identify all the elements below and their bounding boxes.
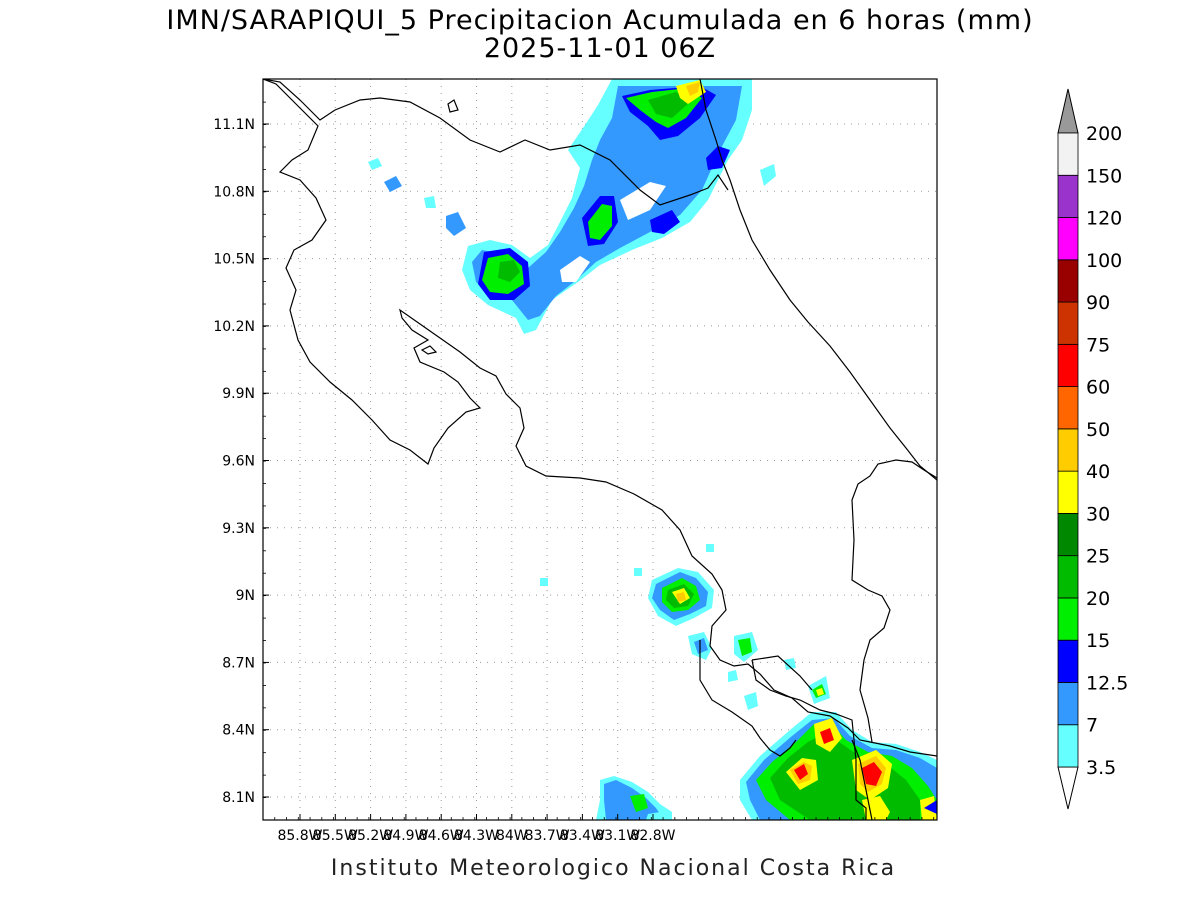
precip-band-north	[368, 79, 776, 334]
map-frame	[262, 78, 938, 821]
golfito-coast	[751, 659, 867, 820]
colorbar-box	[1057, 682, 1079, 726]
lat-tick-label: 10.5N	[213, 252, 255, 268]
colorbar-label: 60	[1086, 377, 1110, 399]
colorbar-box	[1057, 132, 1079, 176]
lat-tick-label: 9.3N	[222, 521, 255, 537]
lat-tick-label: 9.9N	[222, 386, 255, 402]
colorbar-box	[1057, 724, 1079, 768]
lon-tick-label: 85.2W	[348, 828, 393, 844]
colorbar-high-triangle	[1057, 88, 1079, 134]
colorbar-label: 15	[1086, 630, 1110, 652]
lat-tick-label: 8.4N	[222, 723, 255, 739]
colorbar-box	[1057, 259, 1079, 303]
colorbar-label: 3.5	[1086, 757, 1116, 779]
colorbar-box	[1057, 217, 1079, 261]
colorbar-low-triangle	[1057, 766, 1079, 810]
inner-border	[751, 655, 813, 691]
longitude-axis: 85.8W85.5W85.2W84.9W84.6W84.3W84W83.7W83…	[262, 814, 935, 844]
nicaragua-costarica-border	[263, 79, 729, 206]
colorbar-box	[1057, 386, 1079, 430]
lon-tick-label: 83.1W	[595, 828, 640, 844]
lon-tick-label: 84.6W	[419, 828, 464, 844]
lat-tick-label: 11.1N	[213, 117, 255, 133]
map-title: IMN/SARAPIQUI_5 Precipitacion Acumulada …	[166, 5, 1034, 36]
colorbar-label: 40	[1086, 461, 1110, 483]
lat-tick-label: 8.7N	[222, 655, 255, 671]
lon-tick-label: 82.8W	[630, 828, 675, 844]
colorbar-label: 7	[1086, 715, 1098, 737]
precip-cells-south	[596, 658, 937, 820]
lat-tick-label: 9N	[236, 588, 255, 604]
panama-border	[851, 459, 937, 743]
lon-tick-label: 84.3W	[454, 828, 499, 844]
lake-island	[447, 99, 459, 113]
colorbar-label: 30	[1086, 503, 1110, 525]
coastline-layer	[263, 79, 937, 820]
map-datetime: 2025-11-01 06Z	[483, 33, 717, 64]
gulf-island	[420, 345, 438, 355]
colorbar: 3.5 7 12.5 15 20 25 30 40 50 60 75 90 100 120 150 200	[1057, 88, 1128, 810]
lat-tick-label: 10.8N	[213, 184, 255, 200]
colorbar-label: 200	[1086, 123, 1122, 145]
credit-text: Instituto Meteorologico Nacional Costa R…	[330, 856, 897, 881]
colorbar-label: 150	[1086, 165, 1122, 187]
lon-tick-label: 83.7W	[525, 828, 570, 844]
lon-tick-label: 83.4W	[560, 828, 605, 844]
colorbar-label: 25	[1086, 546, 1110, 568]
precipitation-field	[368, 79, 937, 820]
burica-peninsula	[851, 739, 873, 820]
latitude-axis: 11.1N 10.8N 10.5N 10.2N 9.9N 9.6N 9.3N 9N 8.7N 8.…	[213, 79, 269, 821]
colorbar-label: 90	[1086, 292, 1110, 314]
lon-tick-label: 84W	[496, 828, 528, 844]
lon-tick-label: 85.5W	[313, 828, 358, 844]
colorbar-box	[1057, 470, 1079, 514]
lat-tick-label: 8.1N	[222, 790, 255, 806]
colorbar-label: 50	[1086, 419, 1110, 441]
osa-peninsula	[699, 640, 797, 757]
lat-tick-label: 10.2N	[213, 319, 255, 335]
colorbar-box	[1057, 428, 1079, 472]
colorbar-box	[1057, 343, 1079, 388]
lat-tick-label: 9.6N	[222, 454, 255, 470]
colorbar-label: 100	[1086, 250, 1122, 272]
colorbar-label: 120	[1086, 208, 1122, 230]
colorbar-box	[1057, 597, 1079, 641]
colorbar-box	[1057, 513, 1079, 557]
pacific-coast-north	[263, 79, 937, 757]
lon-tick-label: 84.9W	[383, 828, 428, 844]
caribbean-coast	[699, 79, 937, 481]
colorbar-box	[1057, 174, 1079, 218]
colorbar-box	[1057, 639, 1079, 683]
colorbar-label: 20	[1086, 588, 1110, 610]
colorbar-label: 12.5	[1086, 672, 1128, 694]
colorbar-box	[1057, 555, 1079, 599]
precip-cells-central	[540, 544, 758, 662]
lon-tick-label: 85.8W	[277, 828, 322, 844]
colorbar-label: 75	[1086, 334, 1110, 356]
colorbar-box	[1057, 301, 1079, 345]
